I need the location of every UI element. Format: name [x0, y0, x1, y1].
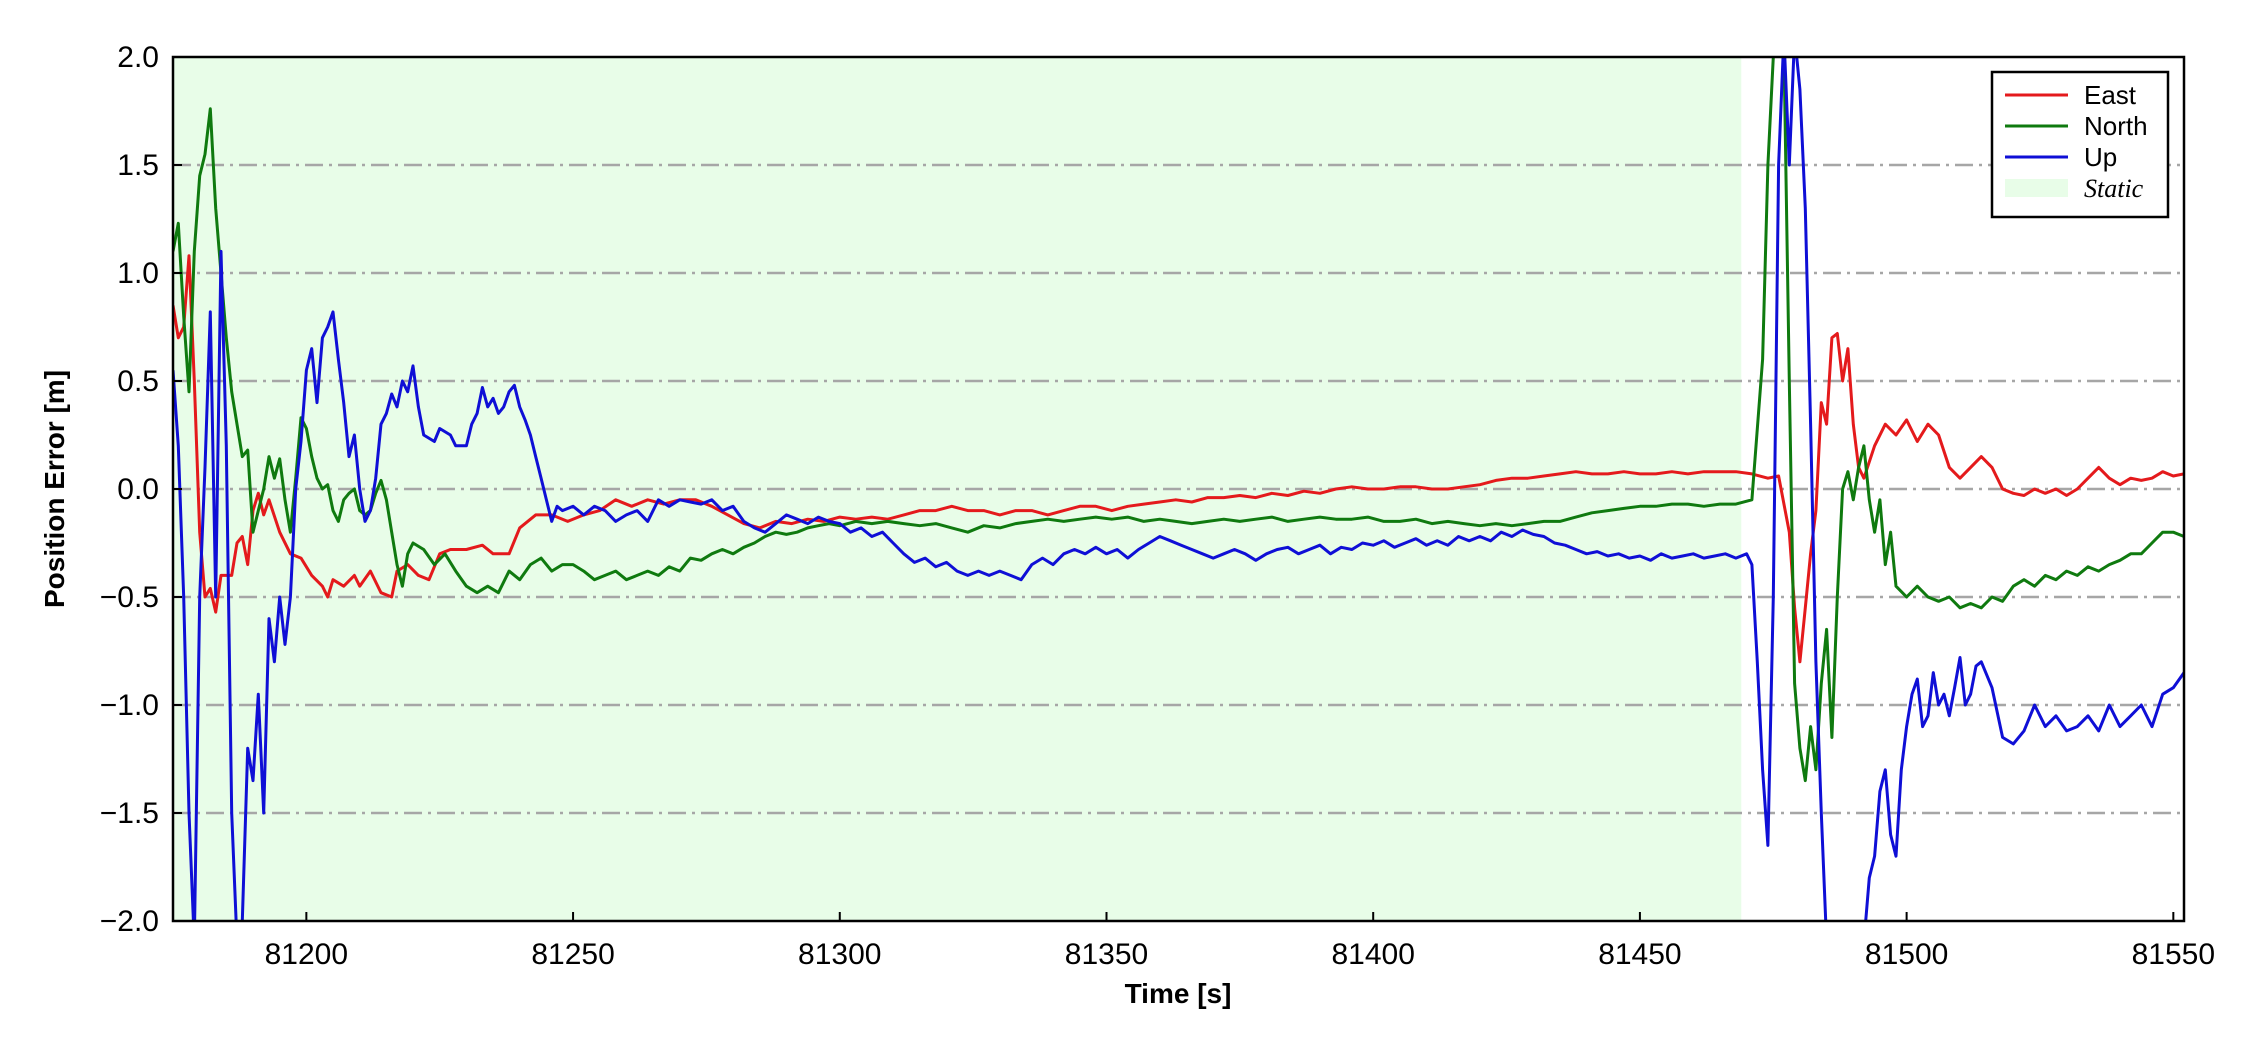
x-tick-label: 81200: [265, 938, 348, 971]
legend-label-east: East: [2084, 80, 2137, 110]
legend-swatch-static: [2005, 179, 2068, 197]
x-tick-label: 81250: [531, 938, 614, 971]
x-tick-label: 81450: [1598, 938, 1681, 971]
series-line-up: [173, 57, 2184, 921]
y-tick-label: 1.0: [117, 257, 159, 290]
x-axis-ticks: 81200 81250 81300 81350 81400 81450 81500 81550: [265, 912, 2215, 971]
y-tick-label: 2.0: [117, 41, 159, 74]
x-axis-label: Time [s]: [1125, 978, 1232, 1009]
series-lines: [173, 57, 2184, 921]
y-tick-label: 0.0: [117, 473, 159, 506]
horizontal-grid: [173, 163, 2184, 815]
legend: East North Up Static: [1990, 70, 2170, 219]
x-tick-label: 81400: [1331, 938, 1414, 971]
x-tick-label: 81350: [1065, 938, 1148, 971]
series-line-east: [173, 254, 2184, 664]
y-tick-label: 0.5: [117, 365, 159, 398]
legend-label-static: Static: [2084, 174, 2144, 203]
y-axis-label: Position Error [m]: [39, 370, 70, 608]
legend-label-north: North: [2084, 111, 2148, 141]
x-tick-label: 81500: [1865, 938, 1948, 971]
y-tick-label: −1.5: [100, 797, 159, 830]
y-tick-label: −0.5: [100, 581, 159, 614]
y-tick-label: −1.0: [100, 689, 159, 722]
x-tick-label: 81300: [798, 938, 881, 971]
legend-label-up: Up: [2084, 142, 2117, 172]
x-tick-label: 81550: [2132, 938, 2215, 971]
y-axis-ticks: −2.0 −1.5 −1.0 −0.5 0.0 0.5 1.0 1.5 2.0: [100, 41, 182, 938]
series-line-north: [173, 57, 2184, 783]
y-tick-label: 1.5: [117, 149, 159, 182]
y-tick-label: −2.0: [100, 905, 159, 938]
